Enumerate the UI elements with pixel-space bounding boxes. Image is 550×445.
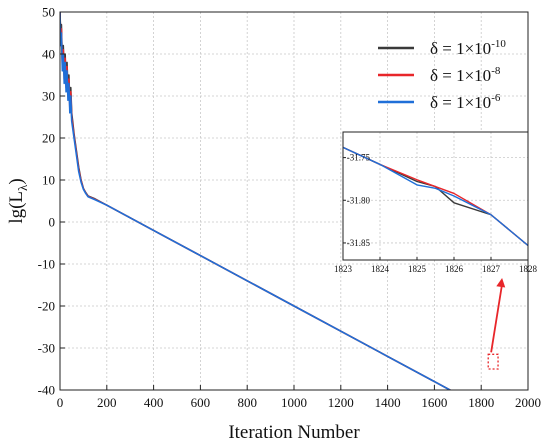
inset-x-tick-label: 1824 xyxy=(371,264,390,274)
inset-frame xyxy=(342,131,529,261)
inset-y-tick-label: -31.75 xyxy=(347,153,371,163)
inset-x-tick-label: 1828 xyxy=(519,264,538,274)
inset-background xyxy=(343,132,528,260)
inset-ticks: 1823 1824 1825 1826 1827 1828 -31.75 -31.80 -31.… xyxy=(334,153,538,274)
y-tick-label: -10 xyxy=(38,257,55,272)
zoom-arrow-head xyxy=(496,278,506,288)
inset-series-line-2 xyxy=(343,146,528,247)
zoom-highlight-box xyxy=(487,353,499,370)
y-tick-label: -20 xyxy=(38,299,55,314)
legend: δ = 1×10-10 δ = 1×10-8 δ = 1×10-6 xyxy=(378,38,506,112)
inset-series xyxy=(343,146,528,247)
inset-x-tick-label: 1825 xyxy=(408,264,427,274)
x-tick-label: 0 xyxy=(57,395,64,410)
y-axis-title-subscript: λ xyxy=(15,184,30,191)
y-tick-label: -30 xyxy=(38,341,55,356)
inset-chart: 1823 1824 1825 1826 1827 1828 -31.75 -31.80 -31.… xyxy=(334,131,538,274)
x-tick-label: 1600 xyxy=(421,395,447,410)
series-line-2 xyxy=(60,12,452,390)
zoom-arrow-shaft xyxy=(490,283,503,353)
inset-x-tick-label: 1826 xyxy=(445,264,464,274)
main-series xyxy=(60,12,452,390)
legend-label-1: δ = 1×10-8 xyxy=(430,65,501,85)
y-tick-label: 50 xyxy=(42,5,55,20)
y-tick-label: 30 xyxy=(42,89,55,104)
legend-label-2: δ = 1×10-6 xyxy=(430,92,501,112)
zoom-callout xyxy=(487,278,506,370)
x-tick-label: 1000 xyxy=(281,395,307,410)
x-axis-title: Iteration Number xyxy=(228,422,360,443)
y-tick-label: -40 xyxy=(38,383,55,398)
x-tick-label: 1400 xyxy=(375,395,401,410)
y-tick-label: 20 xyxy=(42,131,55,146)
inset-x-tick-label: 1823 xyxy=(334,264,353,274)
inset-y-tick-label: -31.80 xyxy=(347,195,371,205)
x-tick-label: 200 xyxy=(97,395,117,410)
x-tick-label: 600 xyxy=(191,395,211,410)
x-tick-label: 400 xyxy=(144,395,164,410)
x-tick-label: 1200 xyxy=(328,395,354,410)
legend-label-0: δ = 1×10-10 xyxy=(430,38,506,58)
y-tick-label: 10 xyxy=(42,173,55,188)
inset-x-tick-label: 1827 xyxy=(482,264,501,274)
main-ticks: 0 200 400 600 800 1000 1200 1400 1600 1800 2000-40… xyxy=(38,5,541,411)
y-axis-title: lg(Lλ) xyxy=(6,178,30,223)
inset-y-tick-label: -31.85 xyxy=(347,238,371,248)
x-tick-label: 1800 xyxy=(468,395,494,410)
x-tick-label: 800 xyxy=(237,395,257,410)
y-tick-label: 0 xyxy=(49,215,56,230)
x-tick-label: 2000 xyxy=(515,395,541,410)
y-tick-label: 40 xyxy=(42,47,55,62)
